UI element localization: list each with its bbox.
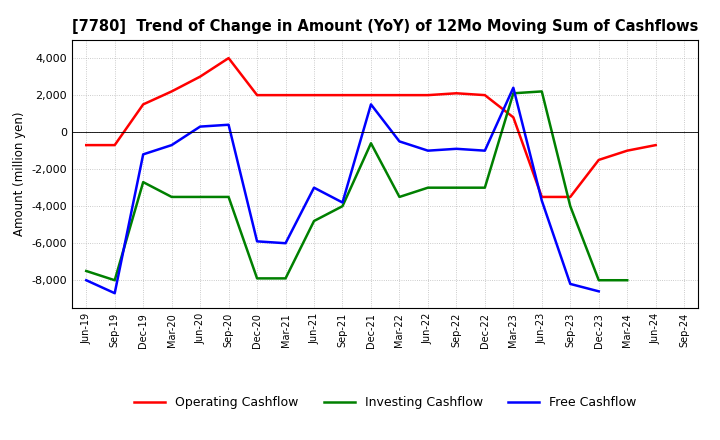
Free Cashflow (338, 200, 347, 205)
Operating Cashflow (282, 92, 290, 98)
Investing Cashflow (139, 180, 148, 185)
Operating Cashflow (395, 92, 404, 98)
Free Cashflow (423, 148, 432, 153)
Line: Free Cashflow: Free Cashflow (86, 88, 599, 293)
Free Cashflow (253, 239, 261, 244)
Investing Cashflow (595, 278, 603, 283)
Investing Cashflow (423, 185, 432, 191)
Operating Cashflow (110, 143, 119, 148)
Operating Cashflow (82, 143, 91, 148)
Investing Cashflow (509, 91, 518, 96)
Operating Cashflow (310, 92, 318, 98)
Free Cashflow (595, 289, 603, 294)
Operating Cashflow (537, 194, 546, 200)
Free Cashflow (310, 185, 318, 191)
Investing Cashflow (338, 204, 347, 209)
Operating Cashflow (566, 194, 575, 200)
Investing Cashflow (623, 278, 631, 283)
Operating Cashflow (652, 143, 660, 148)
Free Cashflow (139, 152, 148, 157)
Operating Cashflow (366, 92, 375, 98)
Free Cashflow (366, 102, 375, 107)
Operating Cashflow (196, 74, 204, 79)
Free Cashflow (282, 241, 290, 246)
Operating Cashflow (595, 157, 603, 162)
Line: Operating Cashflow: Operating Cashflow (86, 58, 656, 197)
Investing Cashflow (196, 194, 204, 200)
Free Cashflow (395, 139, 404, 144)
Investing Cashflow (452, 185, 461, 191)
Free Cashflow (167, 143, 176, 148)
Operating Cashflow (452, 91, 461, 96)
Y-axis label: Amount (million yen): Amount (million yen) (13, 112, 26, 236)
Free Cashflow (480, 148, 489, 153)
Investing Cashflow (110, 278, 119, 283)
Free Cashflow (537, 198, 546, 203)
Operating Cashflow (139, 102, 148, 107)
Operating Cashflow (253, 92, 261, 98)
Investing Cashflow (366, 141, 375, 146)
Line: Investing Cashflow: Investing Cashflow (86, 92, 627, 280)
Investing Cashflow (310, 218, 318, 224)
Investing Cashflow (480, 185, 489, 191)
Investing Cashflow (253, 276, 261, 281)
Operating Cashflow (338, 92, 347, 98)
Legend: Operating Cashflow, Investing Cashflow, Free Cashflow: Operating Cashflow, Investing Cashflow, … (129, 392, 642, 414)
Operating Cashflow (623, 148, 631, 153)
Operating Cashflow (225, 55, 233, 61)
Investing Cashflow (167, 194, 176, 200)
Investing Cashflow (395, 194, 404, 200)
Investing Cashflow (82, 268, 91, 274)
Operating Cashflow (509, 115, 518, 120)
Free Cashflow (82, 278, 91, 283)
Operating Cashflow (480, 92, 489, 98)
Investing Cashflow (282, 276, 290, 281)
Free Cashflow (509, 85, 518, 90)
Operating Cashflow (167, 89, 176, 94)
Free Cashflow (452, 146, 461, 151)
Operating Cashflow (423, 92, 432, 98)
Investing Cashflow (566, 204, 575, 209)
Free Cashflow (110, 290, 119, 296)
Free Cashflow (225, 122, 233, 128)
Investing Cashflow (537, 89, 546, 94)
Free Cashflow (196, 124, 204, 129)
Free Cashflow (566, 281, 575, 286)
Title: [7780]  Trend of Change in Amount (YoY) of 12Mo Moving Sum of Cashflows: [7780] Trend of Change in Amount (YoY) o… (72, 19, 698, 34)
Investing Cashflow (225, 194, 233, 200)
